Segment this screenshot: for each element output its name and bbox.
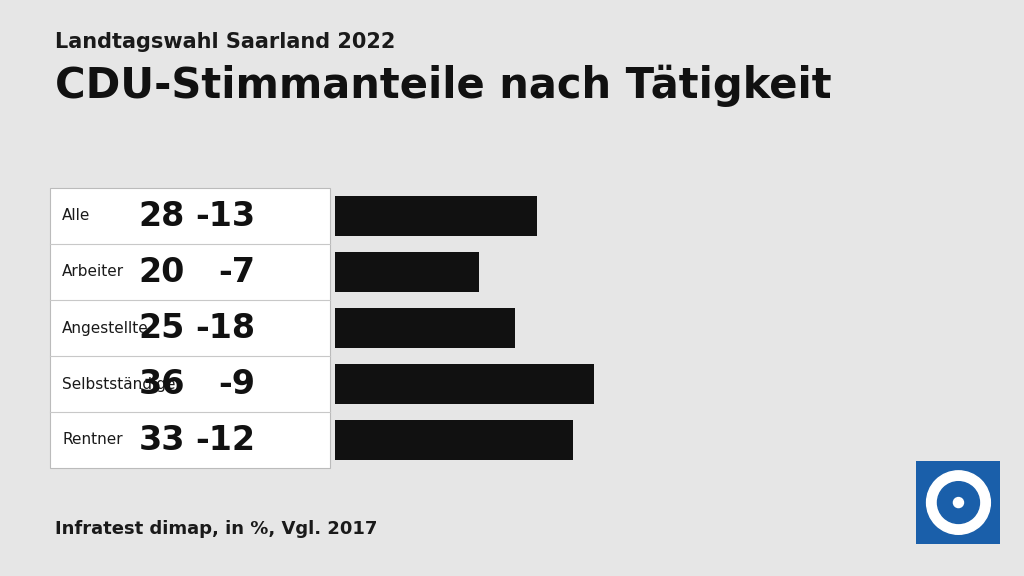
FancyBboxPatch shape xyxy=(913,457,1004,548)
Text: -7: -7 xyxy=(218,256,255,289)
Text: CDU-Stimmanteile nach Tätigkeit: CDU-Stimmanteile nach Tätigkeit xyxy=(55,65,831,107)
Text: Landtagswahl Saarland 2022: Landtagswahl Saarland 2022 xyxy=(55,32,395,52)
Circle shape xyxy=(938,482,979,524)
Text: 20: 20 xyxy=(138,256,185,289)
Text: -12: -12 xyxy=(195,423,255,457)
Text: -9: -9 xyxy=(218,367,255,400)
Text: 33: 33 xyxy=(138,423,185,457)
Text: Arbeiter: Arbeiter xyxy=(62,264,124,279)
Text: -13: -13 xyxy=(195,199,255,233)
Text: Angestellte: Angestellte xyxy=(62,320,148,335)
Text: Alle: Alle xyxy=(62,209,90,223)
Text: 36: 36 xyxy=(138,367,185,400)
Text: Infratest dimap, in %, Vgl. 2017: Infratest dimap, in %, Vgl. 2017 xyxy=(55,520,378,538)
Text: -18: -18 xyxy=(195,312,255,344)
Text: Rentner: Rentner xyxy=(62,433,123,448)
Text: 28: 28 xyxy=(138,199,185,233)
Circle shape xyxy=(927,471,990,535)
Text: 25: 25 xyxy=(138,312,185,344)
Circle shape xyxy=(953,498,964,507)
Text: Selbstständige: Selbstständige xyxy=(62,377,175,392)
